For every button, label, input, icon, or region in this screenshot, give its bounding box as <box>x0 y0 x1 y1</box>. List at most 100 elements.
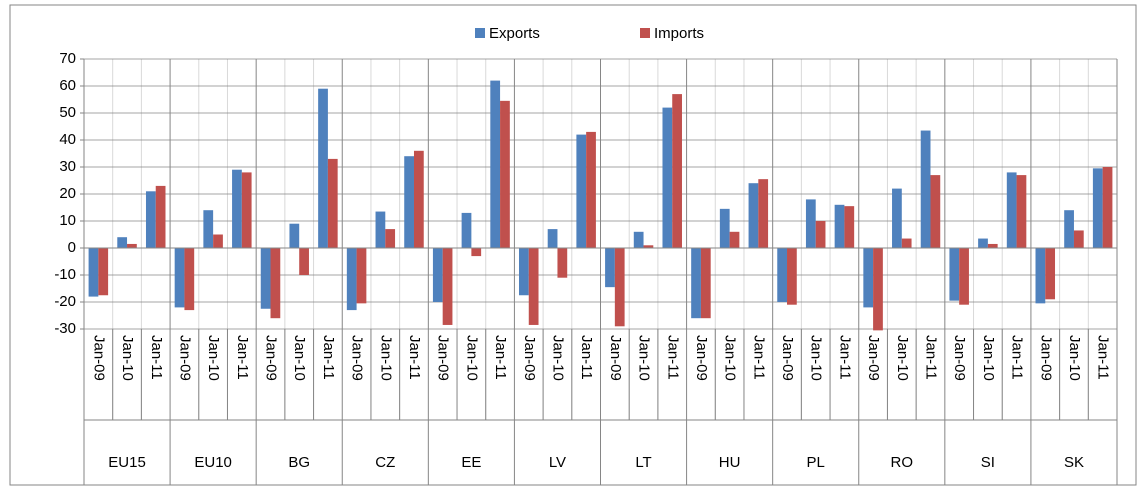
y-tick-label: -10 <box>54 266 76 283</box>
group-label: EU10 <box>194 454 232 471</box>
bar <box>270 248 281 319</box>
y-tick-label: 50 <box>59 104 76 121</box>
x-tick-label: Jan-09 <box>607 335 624 381</box>
x-tick-label: Jan-10 <box>463 335 480 381</box>
bar <box>145 191 156 248</box>
x-tick-label: Jan-09 <box>1037 335 1054 381</box>
bar <box>260 248 271 309</box>
x-tick-label: Jan-11 <box>492 335 509 380</box>
bar <box>672 94 682 248</box>
x-tick-label: Jan-10 <box>119 335 136 381</box>
bar <box>787 248 797 305</box>
x-tick-label: Jan-10 <box>894 335 911 381</box>
bar <box>1035 248 1046 304</box>
x-tick-label: Jan-10 <box>549 335 566 381</box>
bar <box>834 204 845 248</box>
bar <box>442 248 453 325</box>
y-tick-label: 0 <box>68 239 76 256</box>
bar <box>643 245 654 248</box>
bar <box>805 199 816 248</box>
bar <box>748 183 759 248</box>
y-tick-label: 60 <box>59 77 76 94</box>
bar <box>873 248 883 331</box>
group-label: HU <box>719 454 741 471</box>
bar <box>547 229 558 248</box>
x-tick-label: Jan-11 <box>234 335 251 380</box>
bar <box>461 212 472 248</box>
x-tick-label: Jan-10 <box>722 335 739 381</box>
bar <box>586 131 596 248</box>
bar <box>375 211 386 248</box>
bar <box>777 248 788 302</box>
bar <box>127 243 137 248</box>
x-tick-label: Jan-10 <box>808 335 825 381</box>
bar <box>174 248 185 308</box>
bar <box>978 238 988 248</box>
bar <box>232 169 242 248</box>
legend-label: Imports <box>654 25 704 42</box>
bar <box>930 175 941 248</box>
x-tick-label: Jan-11 <box>1095 335 1112 380</box>
bar <box>241 172 252 248</box>
bar <box>959 248 969 305</box>
legend-label: Exports <box>489 25 540 42</box>
bar <box>1045 248 1056 300</box>
bar <box>815 221 826 248</box>
x-tick-label: Jan-11 <box>750 335 767 380</box>
bar <box>318 88 328 248</box>
bar <box>700 248 711 319</box>
x-tick-label: Jan-09 <box>176 335 193 381</box>
group-label: EU15 <box>108 454 146 471</box>
group-label: PL <box>807 454 825 471</box>
group-label: SI <box>981 454 995 471</box>
bar <box>1064 210 1074 248</box>
bar <box>203 210 214 248</box>
y-tick-label: -20 <box>54 293 76 310</box>
bar <box>385 229 396 248</box>
x-tick-label: Jan-11 <box>664 335 681 380</box>
bar <box>987 243 998 248</box>
bar <box>519 248 529 296</box>
group-label: SK <box>1064 454 1084 471</box>
bar <box>662 107 673 248</box>
legend-swatch <box>475 28 485 38</box>
x-tick-label: Jan-09 <box>693 335 710 381</box>
x-tick-label: Jan-09 <box>779 335 796 381</box>
group-label: RO <box>891 454 914 471</box>
bar <box>614 248 625 327</box>
bar <box>432 248 443 302</box>
y-tick-label: 70 <box>59 50 76 67</box>
x-tick-label: Jan-09 <box>951 335 968 381</box>
y-tick-label: 40 <box>59 131 76 148</box>
x-tick-label: Jan-11 <box>836 335 853 380</box>
x-tick-label: Jan-10 <box>1066 335 1083 381</box>
x-tick-label: Jan-09 <box>263 335 280 381</box>
x-tick-label: Jan-11 <box>1009 335 1026 380</box>
bar <box>949 248 960 301</box>
bar <box>1092 168 1103 248</box>
bar <box>98 248 109 296</box>
x-tick-label: Jan-10 <box>980 335 997 381</box>
group-label: BG <box>288 454 310 471</box>
bar <box>213 234 223 248</box>
y-tick-label: 30 <box>59 158 76 175</box>
bar <box>605 248 615 288</box>
bar <box>892 188 902 248</box>
bar <box>691 248 701 319</box>
bar <box>1073 230 1084 248</box>
group-label: CZ <box>375 454 395 471</box>
group-label: EE <box>461 454 481 471</box>
x-tick-label: Jan-11 <box>320 335 337 380</box>
x-tick-label: Jan-09 <box>521 335 538 381</box>
bar <box>729 231 740 248</box>
bar <box>844 206 855 248</box>
bar <box>413 150 424 248</box>
bar <box>528 248 539 325</box>
x-tick-label: Jan-09 <box>435 335 452 381</box>
x-tick-label: Jan-09 <box>90 335 107 381</box>
x-tick-label: Jan-09 <box>865 335 882 381</box>
bar <box>490 80 501 248</box>
legend-swatch <box>640 28 650 38</box>
